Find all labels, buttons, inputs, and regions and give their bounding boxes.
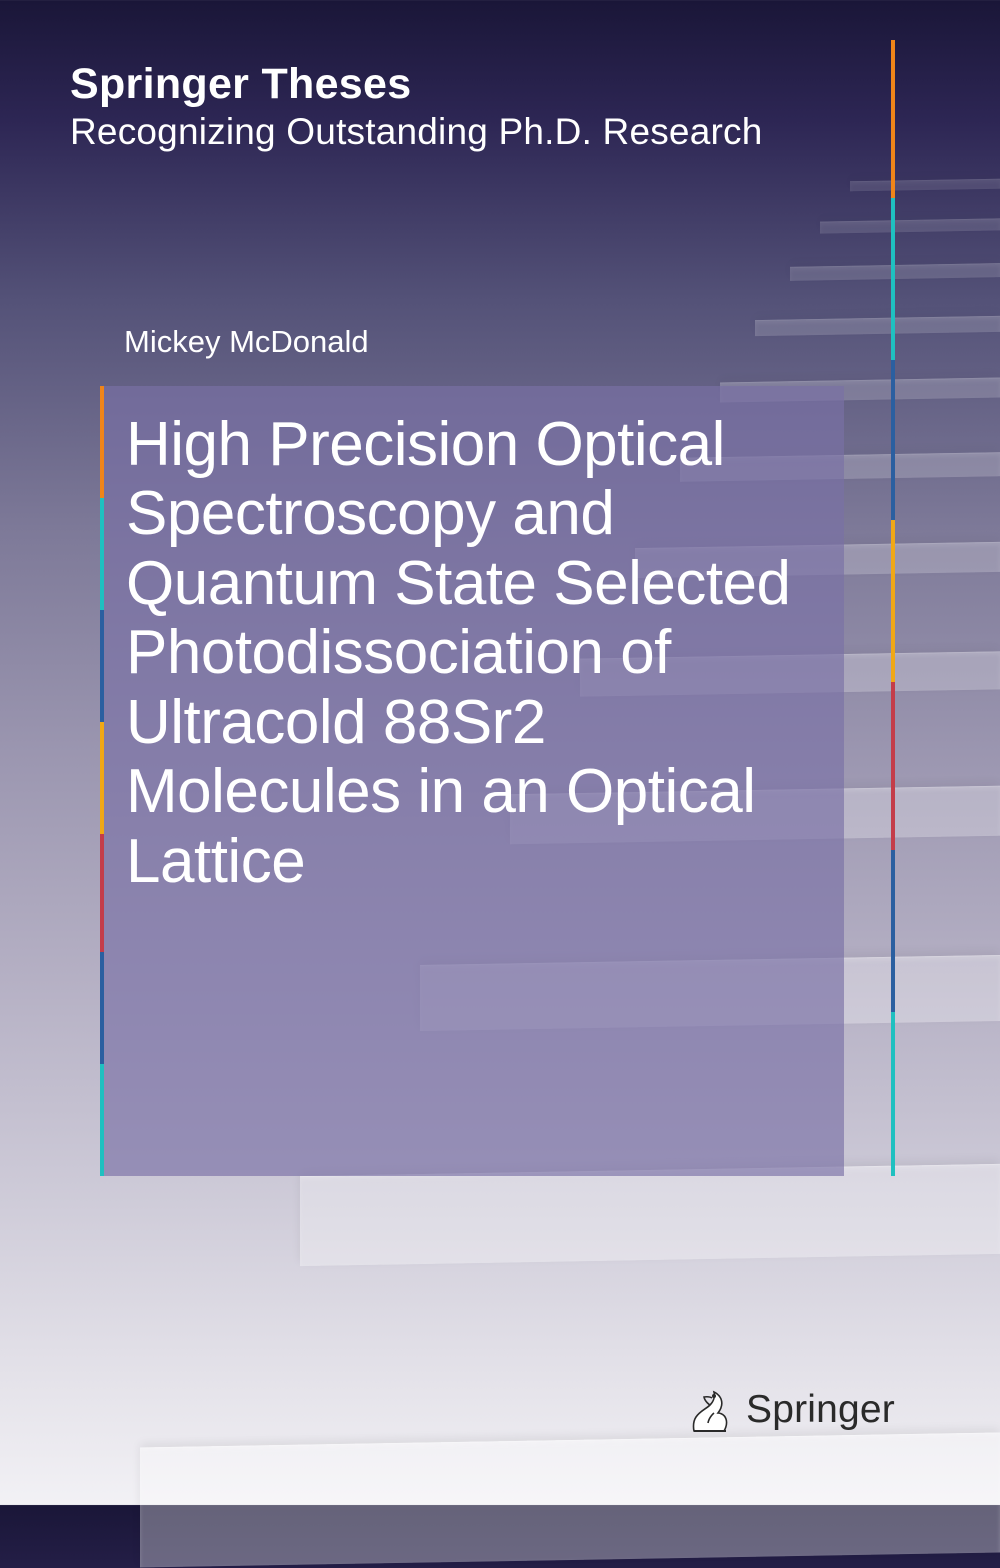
- stair-step: [790, 263, 1000, 281]
- springer-horse-icon: [684, 1383, 734, 1437]
- stripe-segment: [891, 40, 895, 198]
- stripe-segment: [891, 198, 895, 360]
- right-color-stripe: [891, 40, 895, 1176]
- stripe-segment: [891, 360, 895, 520]
- publisher-name: Springer: [746, 1388, 895, 1432]
- stripe-segment: [100, 498, 104, 610]
- stripe-segment: [100, 610, 104, 722]
- stripe-segment: [100, 722, 104, 834]
- stripe-segment: [891, 682, 895, 850]
- book-title: High Precision Optical Spectroscopy and …: [126, 410, 822, 896]
- title-block: High Precision Optical Spectroscopy and …: [104, 386, 844, 1176]
- stair-step: [140, 1432, 1000, 1567]
- stripe-segment: [891, 520, 895, 682]
- series-tagline: Recognizing Outstanding Ph.D. Research: [70, 111, 762, 153]
- stripe-segment: [891, 850, 895, 1012]
- publisher-block: Springer: [684, 1383, 895, 1437]
- stripe-segment: [100, 386, 104, 498]
- series-header: Springer Theses Recognizing Outstanding …: [70, 60, 762, 153]
- stripe-segment: [100, 834, 104, 952]
- stair-step: [850, 179, 1000, 192]
- author-name: Mickey McDonald: [124, 324, 369, 360]
- stair-step: [820, 218, 1000, 233]
- stripe-segment: [100, 1064, 104, 1176]
- left-color-stripe: [100, 386, 104, 1176]
- stripe-segment: [100, 952, 104, 1064]
- stair-step: [300, 1164, 1000, 1266]
- stair-step: [755, 316, 1000, 336]
- stripe-segment: [891, 1012, 895, 1176]
- series-name: Springer Theses: [70, 60, 762, 109]
